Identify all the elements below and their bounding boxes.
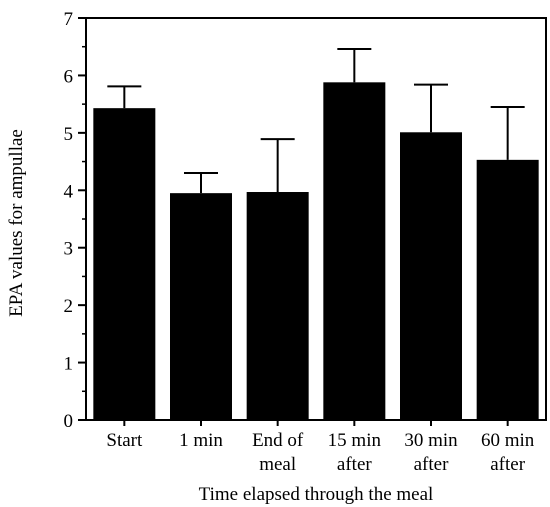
x-tick-label: 30 min after — [404, 430, 458, 475]
y-tick-label: 4 — [64, 181, 74, 202]
y-tick-label: 1 — [64, 354, 74, 375]
x-tick-label-line: after — [414, 454, 449, 475]
bar — [93, 108, 156, 421]
y-tick-label: 0 — [64, 411, 74, 432]
y-axis-title: EPA values for ampullae — [6, 129, 27, 317]
bar — [246, 192, 309, 420]
x-tick-label-line: End of — [252, 430, 304, 451]
x-tick-label-line: 15 min — [328, 430, 382, 451]
y-tick-label: 3 — [64, 239, 74, 260]
x-axis: Start 1 min End of meal 15 min after 30 min aft… — [106, 420, 535, 475]
x-tick-label-line: Start — [106, 430, 143, 451]
x-tick-label: Start — [106, 430, 143, 451]
x-tick-label-line: 60 min — [481, 430, 535, 451]
x-tick-label: 1 min — [179, 430, 223, 451]
x-tick-label: 60 min after — [481, 430, 535, 475]
y-tick-label: 2 — [64, 296, 74, 317]
bars-layer — [93, 82, 539, 421]
x-tick-label-line: after — [337, 454, 372, 475]
y-axis: 0 1 2 3 4 5 6 7 — [64, 9, 86, 432]
x-axis-title: Time elapsed through the meal — [199, 484, 434, 505]
x-tick-label: 15 min after — [328, 430, 382, 475]
x-tick-label-line: 1 min — [179, 430, 223, 451]
bar — [170, 193, 232, 420]
x-tick-label-line: 30 min — [404, 430, 458, 451]
y-tick-label: 5 — [64, 124, 74, 145]
y-tick-label: 6 — [64, 66, 74, 87]
x-tick-label-line: meal — [259, 454, 296, 475]
y-tick-label: 7 — [64, 9, 74, 30]
bar — [476, 159, 539, 420]
x-tick-label: End of meal — [252, 430, 304, 475]
bar — [400, 132, 462, 421]
error-bars-layer — [107, 48, 525, 194]
x-tick-label-line: after — [490, 454, 525, 475]
bar — [323, 82, 386, 420]
